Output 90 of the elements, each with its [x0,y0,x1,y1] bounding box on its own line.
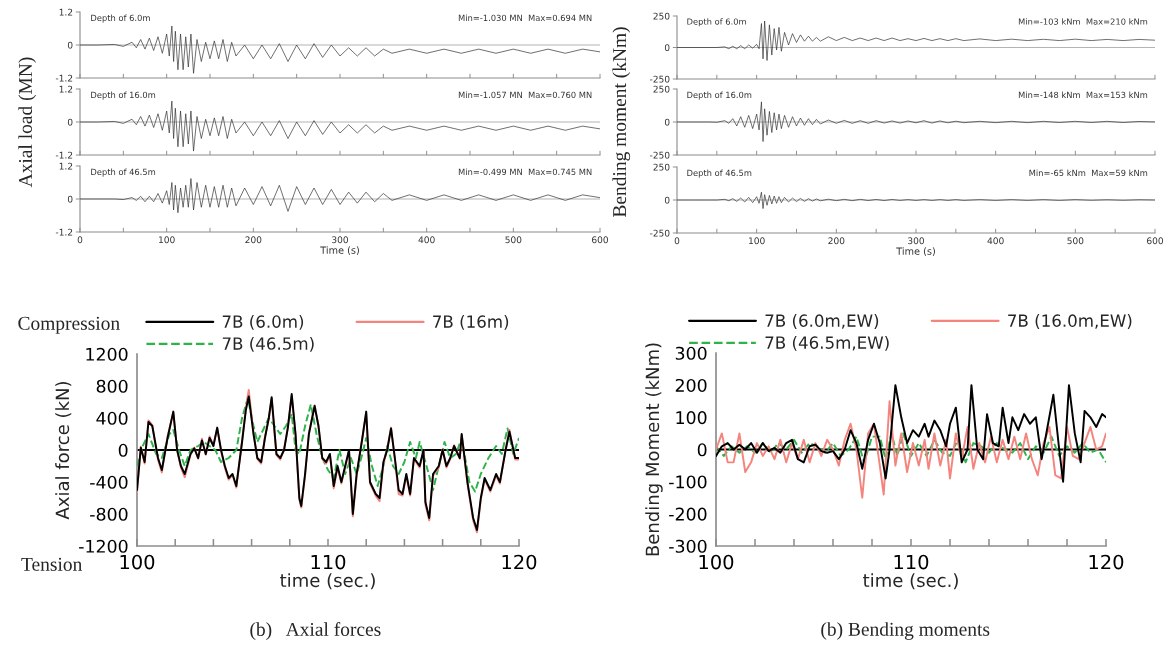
legend-label: 7B (46.5m) [222,336,314,352]
y-tick-label: -1.2 [55,74,73,82]
y-tick-label: 0 [664,118,670,126]
y-tick-label: 200 [675,378,707,393]
legend-label: 7B (16m) [433,315,509,330]
x-axis-title: Time (s) [320,246,359,255]
annotation: Depth of 16.0m [91,91,156,100]
text: Compression [18,316,120,334]
line-series [80,178,600,214]
annotation: Min=-1.030 MN Max=0.694 MN [458,14,592,22]
y-tick-label: -200 [669,507,707,521]
y-tick-label: 0 [67,195,73,203]
x-tick-label: 600 [592,236,609,244]
y-tick-label: -1200 [79,539,128,553]
y-tick-label: 250 [653,12,670,20]
x-tick-label: 100 [699,554,734,570]
line-series [677,191,1155,209]
x-tick-label: 500 [1067,237,1084,245]
x-tick-label: 0 [77,236,83,244]
y-tick-label: 1.2 [59,8,73,16]
annotation: Depth of 46.5m [91,168,156,177]
y-tick-label: 800 [96,379,128,393]
annotation: Min=-148 kNm Max=153 kNm [1018,91,1148,99]
y-axis-title: Bending moment (kNm) [612,27,631,218]
annotation: Min=-1.057 MN Max=0.760 MN [458,91,592,99]
x-tick-label: 110 [894,554,929,570]
x-tick-label: 300 [332,236,349,244]
legend-label: 7B (46.5m,EW) [765,336,889,351]
y-tick-label: 0 [67,41,73,49]
x-axis-title: time (sec.) [280,573,375,590]
y-axis-title: Bending Moment (kNm) [645,343,663,556]
y-tick-label: 0 [67,118,73,126]
annotation: Min=-65 kNm Max=59 kNm [1029,169,1148,177]
annotation: Depth of 6.0m [687,18,746,27]
y-tick-label: 1200 [86,347,128,361]
y-tick-label: 100 [676,411,707,425]
x-tick-label: 400 [418,236,435,244]
y-tick-label: -250 [650,75,670,83]
y-tick-label: -250 [650,151,670,159]
y-tick-label: 250 [653,163,670,171]
text: (b) Bending moments [821,622,990,640]
y-tick-label: -100 [669,475,707,489]
line-series [80,100,600,152]
legend-label: 7B (6.0m,EW) [765,314,879,329]
y-tick-label: 300 [675,346,707,360]
x-tick-label: 110 [311,554,346,570]
line-series [677,20,1155,61]
y-tick-label: 1.2 [59,85,73,93]
y-tick-label: 0 [118,443,128,457]
y-tick-label: 1.2 [59,162,73,170]
y-tick-label: 0 [664,196,670,204]
x-tick-label: 500 [505,236,522,244]
annotation: Depth of 16.0m [687,91,752,100]
text: Tension [21,557,83,571]
x-axis-title: time (sec.) [863,573,958,590]
x-tick-label: 120 [1089,554,1124,570]
y-tick-label: -1.2 [55,228,73,236]
y-tick-label: -250 [650,229,670,237]
y-tick-label: -400 [90,475,128,489]
text: (b) Axial forces [250,622,381,640]
x-axis-title: Time (s) [896,247,935,256]
x-tick-label: 120 [502,554,537,570]
line-series [716,384,1106,483]
y-tick-label: 250 [653,85,670,93]
x-tick-label: 100 [749,237,765,245]
x-tick-label: 100 [120,554,155,570]
y-axis-title: Axial load (MN) [18,57,36,188]
x-tick-label: 100 [159,236,175,244]
annotation: Min=-103 kNm Max=210 kNm [1018,18,1148,25]
line-series [80,25,600,74]
line-series [677,101,1155,142]
annotation: Depth of 46.5m [687,169,752,178]
x-tick-label: 200 [828,237,845,245]
y-tick-label: -300 [669,539,707,553]
y-tick-label: -800 [90,507,128,521]
annotation: Depth of 6.0m [91,14,150,23]
x-tick-label: 600 [1147,237,1164,245]
legend-label: 7B (16.0m,EW) [1008,314,1132,329]
y-tick-label: 0 [697,443,707,457]
y-tick-label: 0 [664,44,670,52]
line-series [716,400,1106,499]
x-tick-label: 400 [987,237,1004,245]
legend-label: 7B (6.0m) [222,315,304,330]
line-series [716,432,1106,464]
annotation: Min=-0.499 MN Max=0.745 MN [458,168,592,176]
y-tick-label: -1.2 [55,151,73,159]
x-tick-label: 200 [245,236,262,244]
y-tick-label: 400 [96,411,128,425]
x-tick-label: 300 [908,237,925,245]
y-axis-title: Axial force (kN) [55,381,72,520]
